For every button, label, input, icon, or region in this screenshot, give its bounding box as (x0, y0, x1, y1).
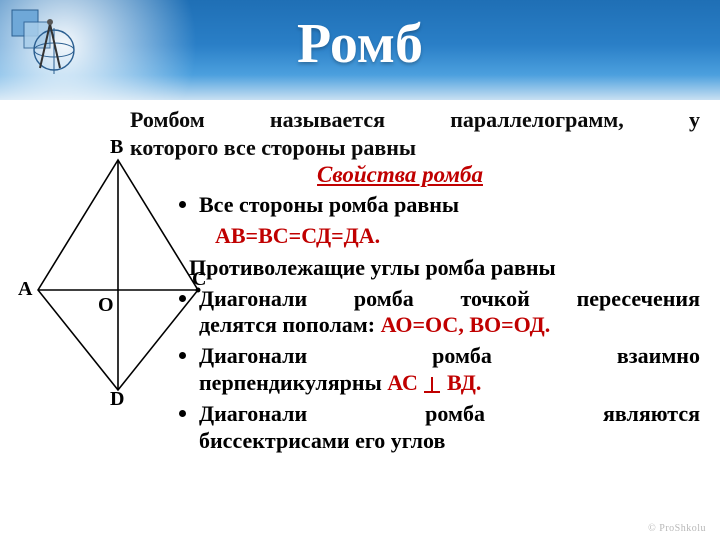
bullet-icon (179, 201, 186, 208)
properties-list: Все стороны ромба равны АВ=ВС=СД=ДА. Про… (175, 192, 700, 459)
property-3-line2: делятся пополам: АО=ОС, ВО=ОД. (199, 312, 700, 339)
property-3-line1: Диагонали ромба точкой пересечения (199, 286, 700, 313)
perpendicular-icon (423, 376, 441, 394)
property-item-3: Диагонали ромба точкой пересечения делят… (175, 286, 700, 340)
vertex-label-a: А (18, 278, 32, 301)
bullet-icon (179, 410, 186, 417)
property-3-tail-red: АО=ОС, ВО=ОД. (381, 312, 551, 337)
property-5-line2: биссектрисами его углов (199, 428, 700, 455)
property-1-text: Все стороны ромба равны (199, 192, 459, 217)
bullet-icon (179, 352, 186, 359)
vertex-label-b: В (110, 136, 123, 159)
properties-heading: Свойства ромба (200, 162, 600, 188)
property-item-2: Противолежащие углы ромба равны (175, 255, 700, 282)
perp-left: АС (387, 370, 423, 395)
definition-line1: Ромбом называется параллелограмм, у (130, 106, 700, 134)
property-4-line2: перпендикулярны АС ВД. (199, 370, 700, 397)
bullet-icon (179, 295, 186, 302)
vertex-label-o: О (98, 294, 114, 317)
vertex-label-d: D (110, 388, 124, 411)
property-item-1: Все стороны ромба равны (175, 192, 700, 219)
property-1-equation: АВ=ВС=СД=ДА. (215, 223, 700, 249)
footer-text: © ProShkolu (648, 523, 706, 534)
property-4-line1: Диагонали ромба взаимно (199, 343, 700, 370)
property-item-5: Диагонали ромба являются биссектрисами е… (175, 401, 700, 455)
property-5-line1: Диагонали ромба являются (199, 401, 700, 428)
slide-title: Ромб (0, 12, 720, 76)
property-4-tail-black: перпендикулярны (199, 370, 387, 395)
property-3-tail-black: делятся пополам: (199, 312, 381, 337)
perp-right: ВД. (441, 370, 481, 395)
property-item-4: Диагонали ромба взаимно перпендикулярны … (175, 343, 700, 397)
property-2-text: Противолежащие углы ромба равны (189, 255, 556, 280)
slide-root: Ромб Ромбом называется параллелограмм, у… (0, 0, 720, 540)
property-4-tail-red: АС ВД. (387, 370, 481, 395)
